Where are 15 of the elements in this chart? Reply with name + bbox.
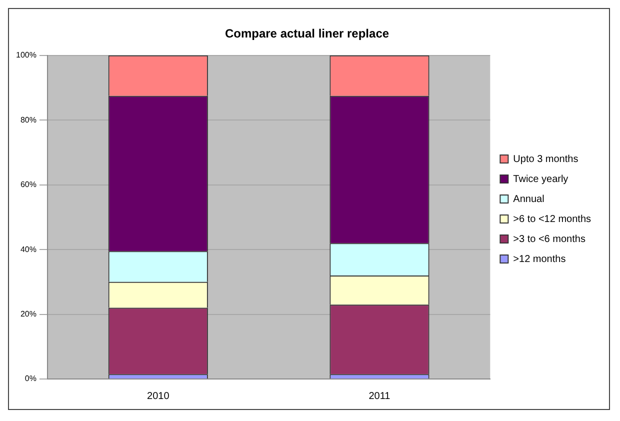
legend-label: Upto 3 months bbox=[513, 154, 578, 165]
chart-title: Compare actual liner replace bbox=[224, 26, 390, 41]
x-tick-label: 2011 bbox=[368, 390, 391, 402]
y-tick-label: 60% bbox=[20, 180, 36, 190]
legend-label: Annual bbox=[513, 194, 544, 205]
y-tick-label: 80% bbox=[20, 115, 36, 124]
legend-label: >12 months bbox=[513, 254, 566, 265]
legend-label: >3 to <6 months bbox=[513, 234, 586, 245]
y-tick-label: 100% bbox=[16, 50, 36, 60]
legend-label: Twice yearly bbox=[513, 174, 568, 185]
x-tick-label: 2010 bbox=[147, 390, 170, 402]
y-tick-label: 40% bbox=[20, 244, 36, 254]
y-tick-label: 0% bbox=[24, 374, 36, 384]
y-tick-label: 20% bbox=[20, 309, 36, 318]
legend-label: >6 to <12 months bbox=[513, 214, 592, 225]
